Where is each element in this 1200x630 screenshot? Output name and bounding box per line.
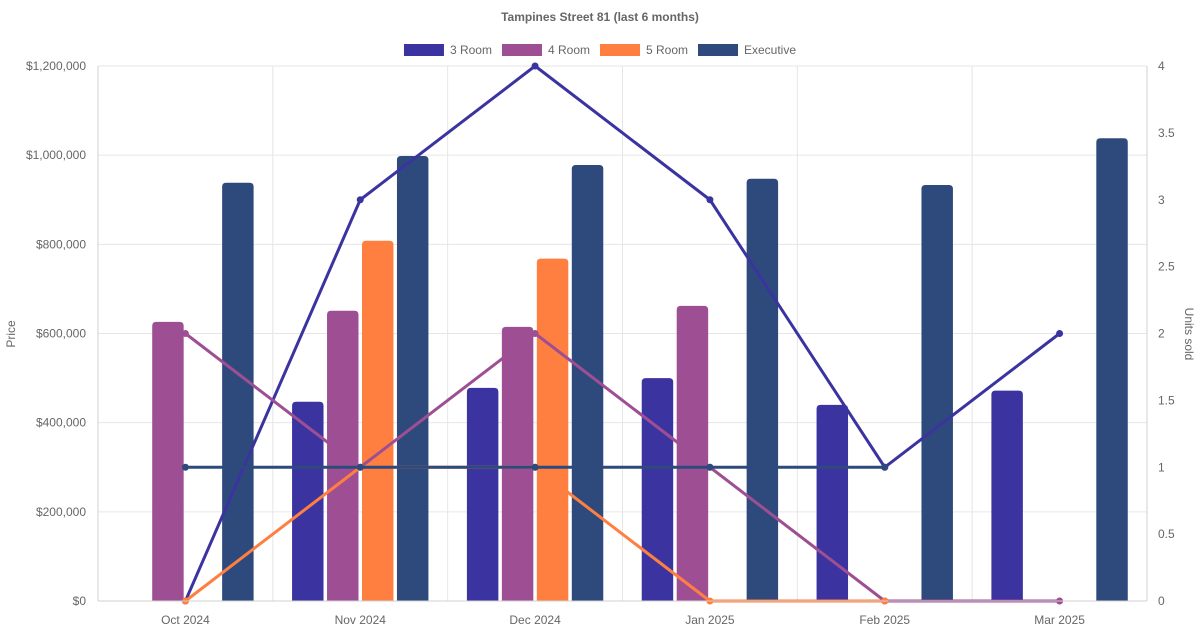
left-tick-label: $1,200,000 [26,59,86,73]
point [356,463,364,471]
grid [97,65,1148,602]
bar [536,258,569,601]
legend-swatch [403,44,444,56]
right-tick-label: 1 [1158,460,1165,474]
chart-title: Tampines Street 81 (last 6 months) [501,10,699,24]
point [531,330,539,337]
series-line [184,465,885,603]
right-tick-label: 1.5 [1158,393,1175,407]
x-tick-label: Feb 2025 [859,613,910,627]
bar [991,390,1023,601]
left-tick-label: $0 [73,594,87,608]
right-tick-label: 2 [1158,327,1165,341]
bar [746,178,779,601]
left-tick-label: $200,000 [36,505,86,519]
point [181,330,189,337]
bar [501,326,534,601]
bar [222,182,254,601]
point [881,463,889,471]
right-tick-label: 0.5 [1158,527,1175,541]
right-tick-label: 3 [1158,193,1165,207]
bar [921,185,953,601]
legend-label: 3 Room [450,43,492,57]
point [706,463,714,471]
bar [466,387,499,601]
bar [152,321,184,601]
x-tick-label: Jan 2025 [685,613,735,627]
legend-item: 5 Room [599,43,688,57]
legend-item: 4 Room [501,43,590,57]
legend-item: 3 Room [403,43,492,57]
legend-swatch [501,44,542,56]
bar [816,404,849,601]
point [706,196,714,204]
legend-swatch [698,44,739,56]
legend-label: 5 Room [646,43,688,57]
right-axis-label: Units sold [1182,308,1196,361]
bar [292,401,324,601]
bar [1096,138,1128,601]
bars [152,138,1128,601]
legend-label: 4 Room [548,43,590,57]
left-tick-label: $800,000 [36,237,86,251]
left-tick-label: $600,000 [36,327,86,341]
legend-swatch [599,44,640,56]
right-tick-label: 3.5 [1158,126,1175,140]
point [531,463,539,471]
point [1056,330,1064,337]
left-tick-label: $400,000 [36,416,86,430]
series-line [184,64,1061,602]
left-tick-label: $1,000,000 [26,148,86,162]
right-tick-label: 0 [1158,594,1165,608]
x-tick-label: Nov 2024 [335,613,387,627]
right-tick-label: 4 [1158,59,1165,73]
right-tick-label: 2.5 [1158,260,1175,274]
legend: 3 Room 4 Room 5 Room Executive [403,43,796,57]
x-tick-label: Oct 2024 [161,613,210,627]
left-axis-label: Price [4,320,18,348]
x-tick-label: Mar 2025 [1034,613,1085,627]
bar [571,164,604,601]
bar [327,310,359,601]
x-tick-label: Dec 2024 [509,613,561,627]
legend-item: Executive [698,43,796,57]
bar [396,156,429,601]
bar [361,240,394,601]
legend-label: Executive [744,43,796,57]
point [181,463,189,471]
axes: $0 $200,000 $400,000 $600,000 $800,000 $1,000… [26,59,1175,627]
point [356,196,364,204]
point [531,62,539,70]
